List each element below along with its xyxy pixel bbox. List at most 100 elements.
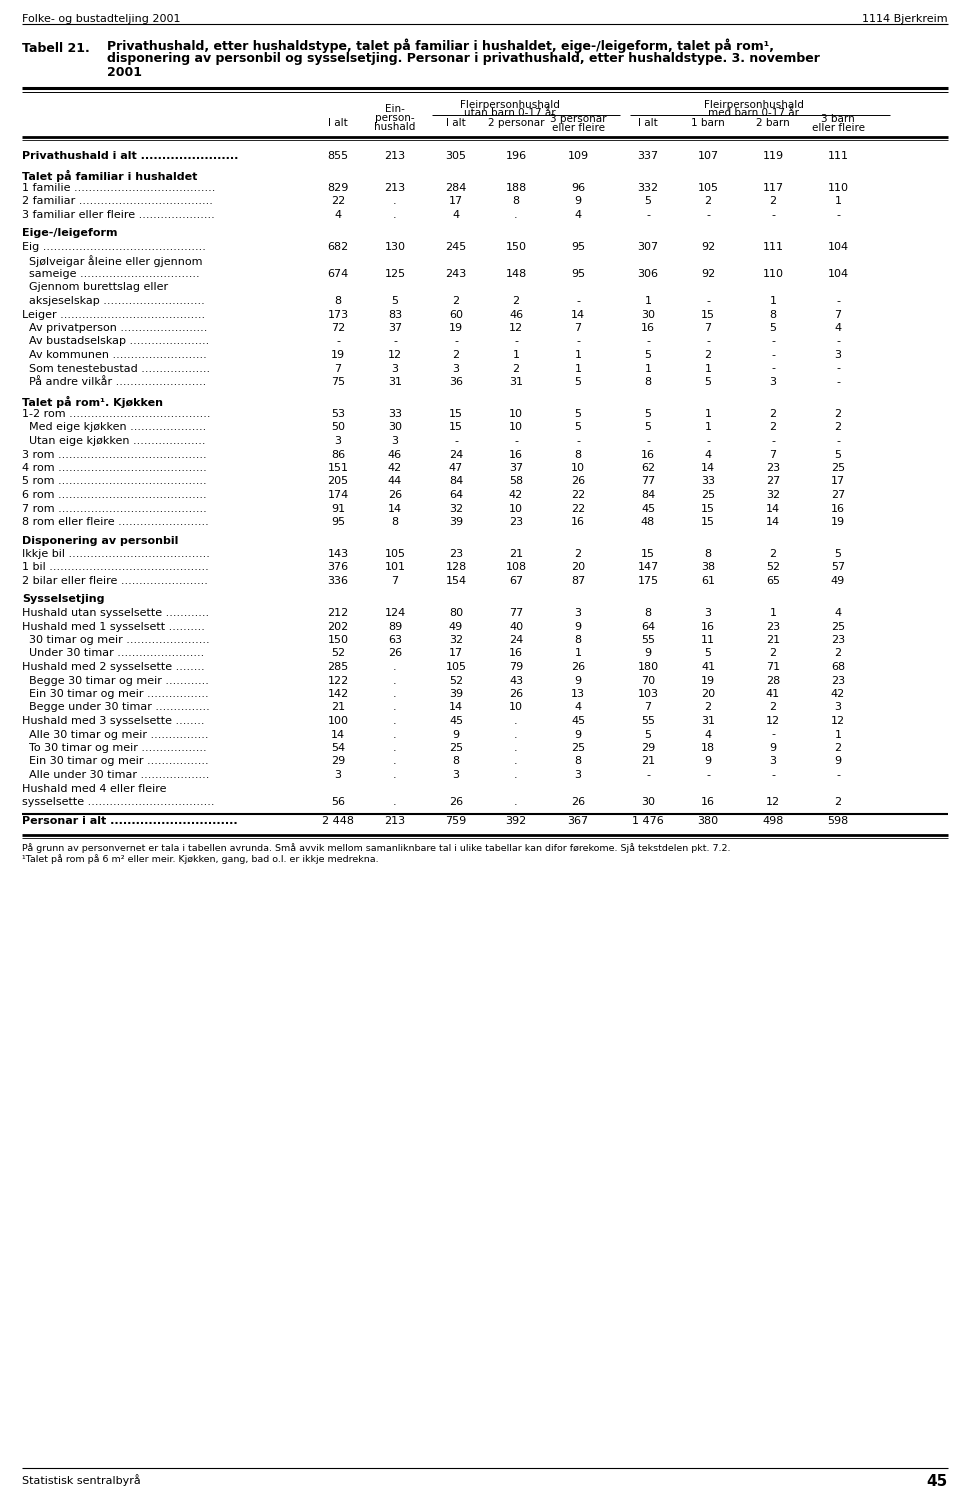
Text: 7: 7: [769, 450, 777, 460]
Text: sysselsette ...................................: sysselsette ............................…: [22, 797, 214, 807]
Text: Ein-: Ein-: [385, 104, 405, 115]
Text: 829: 829: [327, 183, 348, 194]
Text: 2 448: 2 448: [322, 816, 354, 825]
Text: 8: 8: [769, 310, 777, 320]
Text: .: .: [394, 703, 396, 713]
Text: 103: 103: [637, 689, 659, 698]
Text: 2 familiar .....................................: 2 familiar .............................…: [22, 197, 213, 207]
Text: Gjennom burettslag eller: Gjennom burettslag eller: [22, 283, 168, 292]
Text: 8: 8: [574, 450, 582, 460]
Text: 202: 202: [327, 621, 348, 631]
Text: -: -: [836, 363, 840, 374]
Text: På andre vilkår .........................: På andre vilkår ........................…: [22, 377, 206, 387]
Text: 598: 598: [828, 816, 849, 825]
Text: 7 rom .........................................: 7 rom ..................................…: [22, 503, 206, 514]
Text: 92: 92: [701, 270, 715, 278]
Text: -: -: [576, 337, 580, 347]
Text: 26: 26: [449, 797, 463, 807]
Text: 376: 376: [327, 563, 348, 572]
Text: 23: 23: [766, 463, 780, 474]
Text: 3 familiar eller fleire .....................: 3 familiar eller fleire ................…: [22, 210, 215, 220]
Text: 3 rom .........................................: 3 rom ..................................…: [22, 450, 206, 460]
Text: Sjølveigar åleine eller gjennom: Sjølveigar åleine eller gjennom: [22, 256, 203, 268]
Text: 50: 50: [331, 423, 345, 432]
Text: 1114 Bjerkreim: 1114 Bjerkreim: [862, 13, 948, 24]
Text: 17: 17: [831, 476, 845, 487]
Text: 77: 77: [509, 608, 523, 618]
Text: 1: 1: [834, 730, 842, 740]
Text: 143: 143: [327, 549, 348, 558]
Text: 2: 2: [513, 363, 519, 374]
Text: 6 rom .........................................: 6 rom ..................................…: [22, 490, 206, 500]
Text: 20: 20: [701, 689, 715, 698]
Text: 15: 15: [449, 423, 463, 432]
Text: utan barn 0-17 år: utan barn 0-17 år: [465, 109, 556, 118]
Text: 2: 2: [705, 703, 711, 713]
Text: 18: 18: [701, 743, 715, 753]
Text: 5: 5: [392, 296, 398, 307]
Text: 14: 14: [571, 310, 585, 320]
Text: -: -: [771, 436, 775, 447]
Text: 80: 80: [449, 608, 463, 618]
Text: 2: 2: [834, 649, 842, 658]
Text: 3 barn: 3 barn: [821, 115, 854, 124]
Text: 14: 14: [766, 503, 780, 514]
Text: 1: 1: [513, 350, 519, 360]
Text: 1: 1: [574, 350, 582, 360]
Text: -: -: [646, 337, 650, 347]
Text: 1: 1: [574, 649, 582, 658]
Text: 12: 12: [766, 716, 780, 727]
Text: 52: 52: [766, 563, 780, 572]
Text: 306: 306: [637, 270, 659, 278]
Text: 367: 367: [567, 816, 588, 825]
Text: 392: 392: [505, 816, 527, 825]
Text: 27: 27: [766, 476, 780, 487]
Text: 12: 12: [831, 716, 845, 727]
Text: 25: 25: [831, 463, 845, 474]
Text: 42: 42: [830, 689, 845, 698]
Text: 5: 5: [834, 549, 842, 558]
Text: 498: 498: [762, 816, 783, 825]
Text: Ein 30 timar og meir .................: Ein 30 timar og meir .................: [22, 756, 208, 767]
Text: 3: 3: [574, 608, 582, 618]
Text: Personar i alt ..............................: Personar i alt .........................…: [22, 816, 238, 825]
Text: 23: 23: [766, 621, 780, 631]
Text: 3: 3: [834, 350, 842, 360]
Text: 380: 380: [697, 816, 719, 825]
Text: 67: 67: [509, 576, 523, 587]
Text: 285: 285: [327, 663, 348, 672]
Text: -: -: [836, 337, 840, 347]
Text: Begge under 30 timar ...............: Begge under 30 timar ...............: [22, 703, 209, 713]
Text: 24: 24: [509, 634, 523, 645]
Text: 7: 7: [574, 323, 582, 334]
Text: 105: 105: [445, 663, 467, 672]
Text: 10: 10: [509, 409, 523, 418]
Text: sameige .................................: sameige ................................…: [22, 270, 200, 278]
Text: .: .: [394, 756, 396, 767]
Text: disponering av personbil og sysselsetjing. Personar i privathushald, etter husha: disponering av personbil og sysselsetjin…: [107, 52, 820, 66]
Text: 4: 4: [574, 703, 582, 713]
Text: 39: 39: [449, 517, 463, 527]
Text: 8: 8: [574, 756, 582, 767]
Text: 25: 25: [831, 621, 845, 631]
Text: 150: 150: [506, 243, 526, 252]
Text: 2: 2: [705, 197, 711, 207]
Text: 1-2 rom .......................................: 1-2 rom ................................…: [22, 409, 210, 418]
Text: 25: 25: [449, 743, 463, 753]
Text: -: -: [836, 436, 840, 447]
Text: 3: 3: [770, 756, 777, 767]
Text: 9: 9: [769, 743, 777, 753]
Text: 39: 39: [449, 689, 463, 698]
Text: 40: 40: [509, 621, 523, 631]
Text: 5: 5: [574, 423, 582, 432]
Text: 24: 24: [449, 450, 463, 460]
Text: 2: 2: [769, 649, 777, 658]
Text: 2: 2: [705, 350, 711, 360]
Text: 9: 9: [574, 676, 582, 685]
Text: -: -: [771, 210, 775, 220]
Text: 284: 284: [445, 183, 467, 194]
Text: 32: 32: [449, 503, 463, 514]
Text: 91: 91: [331, 503, 345, 514]
Text: 43: 43: [509, 676, 523, 685]
Text: 28: 28: [766, 676, 780, 685]
